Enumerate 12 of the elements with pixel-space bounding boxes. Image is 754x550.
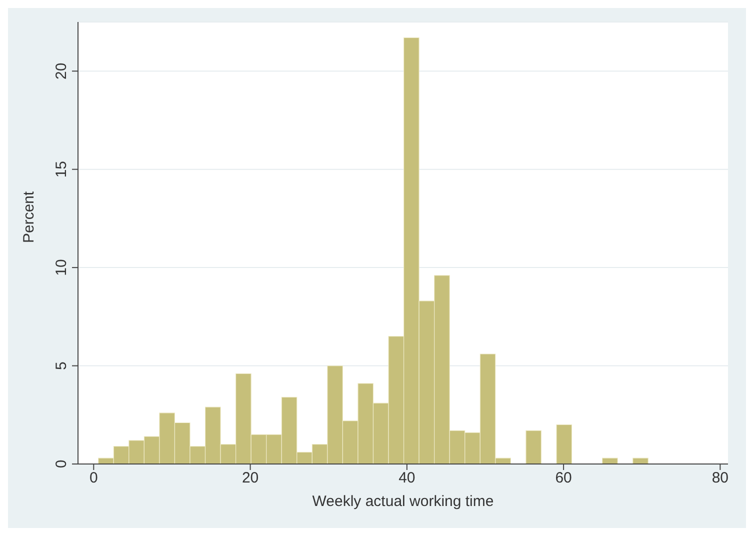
y-tick-label: 10 <box>53 259 70 276</box>
y-tick-label: 15 <box>53 160 70 178</box>
x-tick-label: 0 <box>89 470 98 487</box>
y-axis-title: Percent <box>20 190 38 243</box>
x-axis-title: Weekly actual working time <box>312 493 494 510</box>
y-tick-label: 5 <box>53 362 70 370</box>
x-tick-label: 40 <box>398 470 416 487</box>
x-tick-label: 60 <box>555 470 572 487</box>
x-tick-label: 80 <box>712 470 729 487</box>
y-tick-label: 0 <box>53 460 70 468</box>
y-tick-label: 20 <box>53 62 70 80</box>
x-tick-label: 20 <box>242 470 259 487</box>
